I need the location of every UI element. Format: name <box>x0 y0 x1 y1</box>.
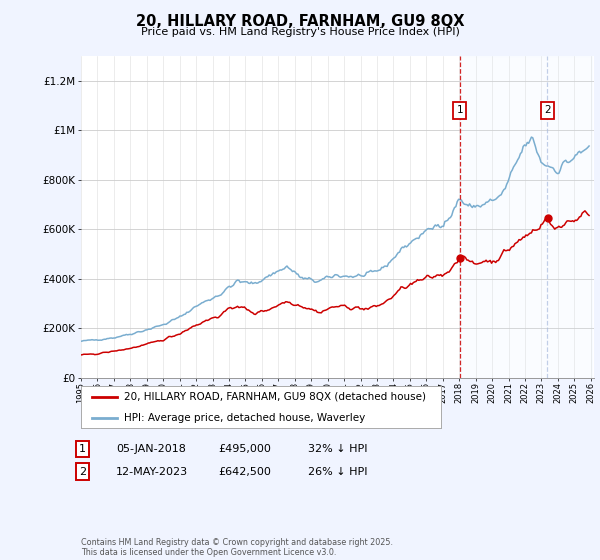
Text: 1: 1 <box>79 444 86 454</box>
Text: Contains HM Land Registry data © Crown copyright and database right 2025.
This d: Contains HM Land Registry data © Crown c… <box>81 538 393 557</box>
Text: 20, HILLARY ROAD, FARNHAM, GU9 8QX (detached house): 20, HILLARY ROAD, FARNHAM, GU9 8QX (deta… <box>124 392 426 402</box>
Text: 32% ↓ HPI: 32% ↓ HPI <box>308 444 367 454</box>
Text: 20, HILLARY ROAD, FARNHAM, GU9 8QX: 20, HILLARY ROAD, FARNHAM, GU9 8QX <box>136 14 464 29</box>
Text: HPI: Average price, detached house, Waverley: HPI: Average price, detached house, Wave… <box>124 413 365 423</box>
Text: £495,000: £495,000 <box>218 444 271 454</box>
Bar <box>460 56 592 378</box>
Text: 05-JAN-2018: 05-JAN-2018 <box>116 444 185 454</box>
Text: 1: 1 <box>457 105 463 115</box>
Text: 12-MAY-2023: 12-MAY-2023 <box>116 466 188 477</box>
Bar <box>547 56 592 378</box>
Text: Price paid vs. HM Land Registry's House Price Index (HPI): Price paid vs. HM Land Registry's House … <box>140 27 460 37</box>
Text: £642,500: £642,500 <box>218 466 271 477</box>
Text: 2: 2 <box>79 466 86 477</box>
Text: 26% ↓ HPI: 26% ↓ HPI <box>308 466 367 477</box>
Text: 2: 2 <box>544 105 551 115</box>
